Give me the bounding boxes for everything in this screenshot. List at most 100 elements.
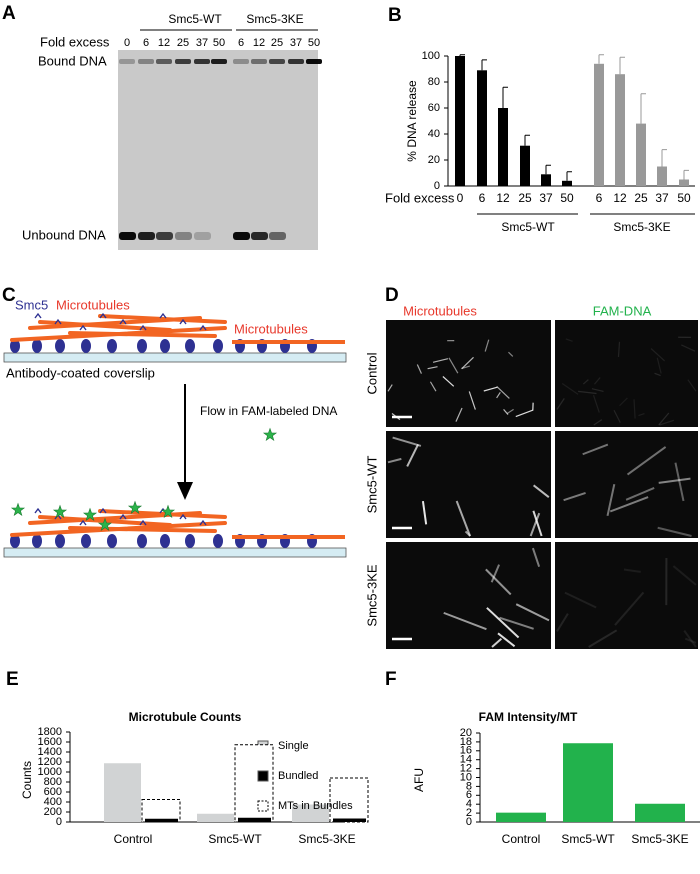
smc5 [179,513,187,520]
smc5 [199,519,207,526]
gel-group-label: Smc5-3KE [246,12,303,26]
filament [593,377,601,385]
filament [593,419,603,426]
lane-label: 37 [290,37,302,49]
antibody [213,339,223,353]
filament [656,357,662,374]
smc5 [119,318,127,325]
x-tick-label: 37 [539,191,553,205]
filament [565,338,573,342]
error-bar [640,93,646,124]
filament [658,477,691,484]
bar [333,818,366,822]
filament [442,376,455,387]
bar [197,813,234,822]
error-bar [619,56,625,75]
microtubule [68,526,217,533]
smc5 [139,324,147,331]
filament [650,348,666,362]
bar [292,804,329,822]
antibody [55,339,65,353]
y-tick-label: 800 [44,776,62,788]
x-tick-label: 25 [634,191,648,205]
panel-letter: D [385,285,399,306]
chart-title: FAM Intensity/MT [479,710,578,724]
error-bar [661,149,667,167]
smc5 [179,318,187,325]
gel-band [175,232,192,240]
panel-letter: C [2,285,16,306]
filament [564,591,597,609]
gel-band [138,232,155,240]
row-label: Smc5-3KE [364,564,379,626]
filament [638,413,645,417]
microtubule [98,509,227,519]
filament [503,409,509,415]
antibody [160,339,170,353]
lane-label: 0 [124,37,130,49]
gel-band [211,59,227,64]
filament [515,409,534,418]
filament [563,492,586,502]
filament [464,530,471,537]
bar [238,817,271,822]
bar [615,74,625,186]
filament [687,379,697,392]
bar [635,803,685,822]
x-tick-label: 12 [613,191,627,205]
gel-band [269,232,286,240]
filament [491,637,503,648]
filament [496,391,501,399]
filament [578,390,597,395]
filament [421,500,428,525]
dna-star [10,502,26,517]
dna-star [127,500,143,515]
y-tick-label: 1000 [38,766,62,778]
gel-band [233,59,249,64]
bar [594,63,604,186]
dna-star [97,517,113,532]
gel-band [175,59,191,64]
dna-star [160,504,176,519]
gel-band [269,59,285,64]
gel-xlabel: Fold excess [40,34,110,49]
filament [387,457,402,464]
panel-letter: A [2,3,16,24]
bar [541,174,551,186]
smc5 [79,324,87,331]
antibody [32,534,42,548]
filament [582,443,609,456]
micrograph [386,431,551,538]
filament [461,356,474,370]
antibody [10,534,20,548]
filament [406,443,419,467]
filament [617,341,621,358]
x-tick-label: 0 [457,191,464,205]
y-tick-label: 200 [44,806,62,818]
coverslip [3,547,347,558]
filament [619,397,628,407]
error-bar [545,164,551,175]
diagram-label: Antibody-coated coverslip [6,365,155,380]
filament [683,630,697,648]
lane-label: 12 [158,37,170,49]
chart-title: Microtubule Counts [129,710,242,724]
filament [515,603,550,622]
column-header: Microtubules [403,303,477,318]
error-bar [566,171,572,181]
filament [432,358,449,363]
y-tick-label: 1600 [38,736,62,748]
filament [506,408,514,414]
panel-letter: B [388,5,402,26]
error-bar [502,86,508,108]
filament [609,496,649,513]
filament [497,632,516,648]
filament [508,351,514,357]
x-tick-label: 50 [560,191,574,205]
diagram: Smc5 Microtubules Microtubules Antibody-… [3,297,347,558]
error-bar [459,54,465,56]
x-tick-label: Smc5-3KE [631,832,688,846]
bar [563,743,613,822]
filament [625,486,655,501]
y-tick-label: 16 [460,745,472,757]
